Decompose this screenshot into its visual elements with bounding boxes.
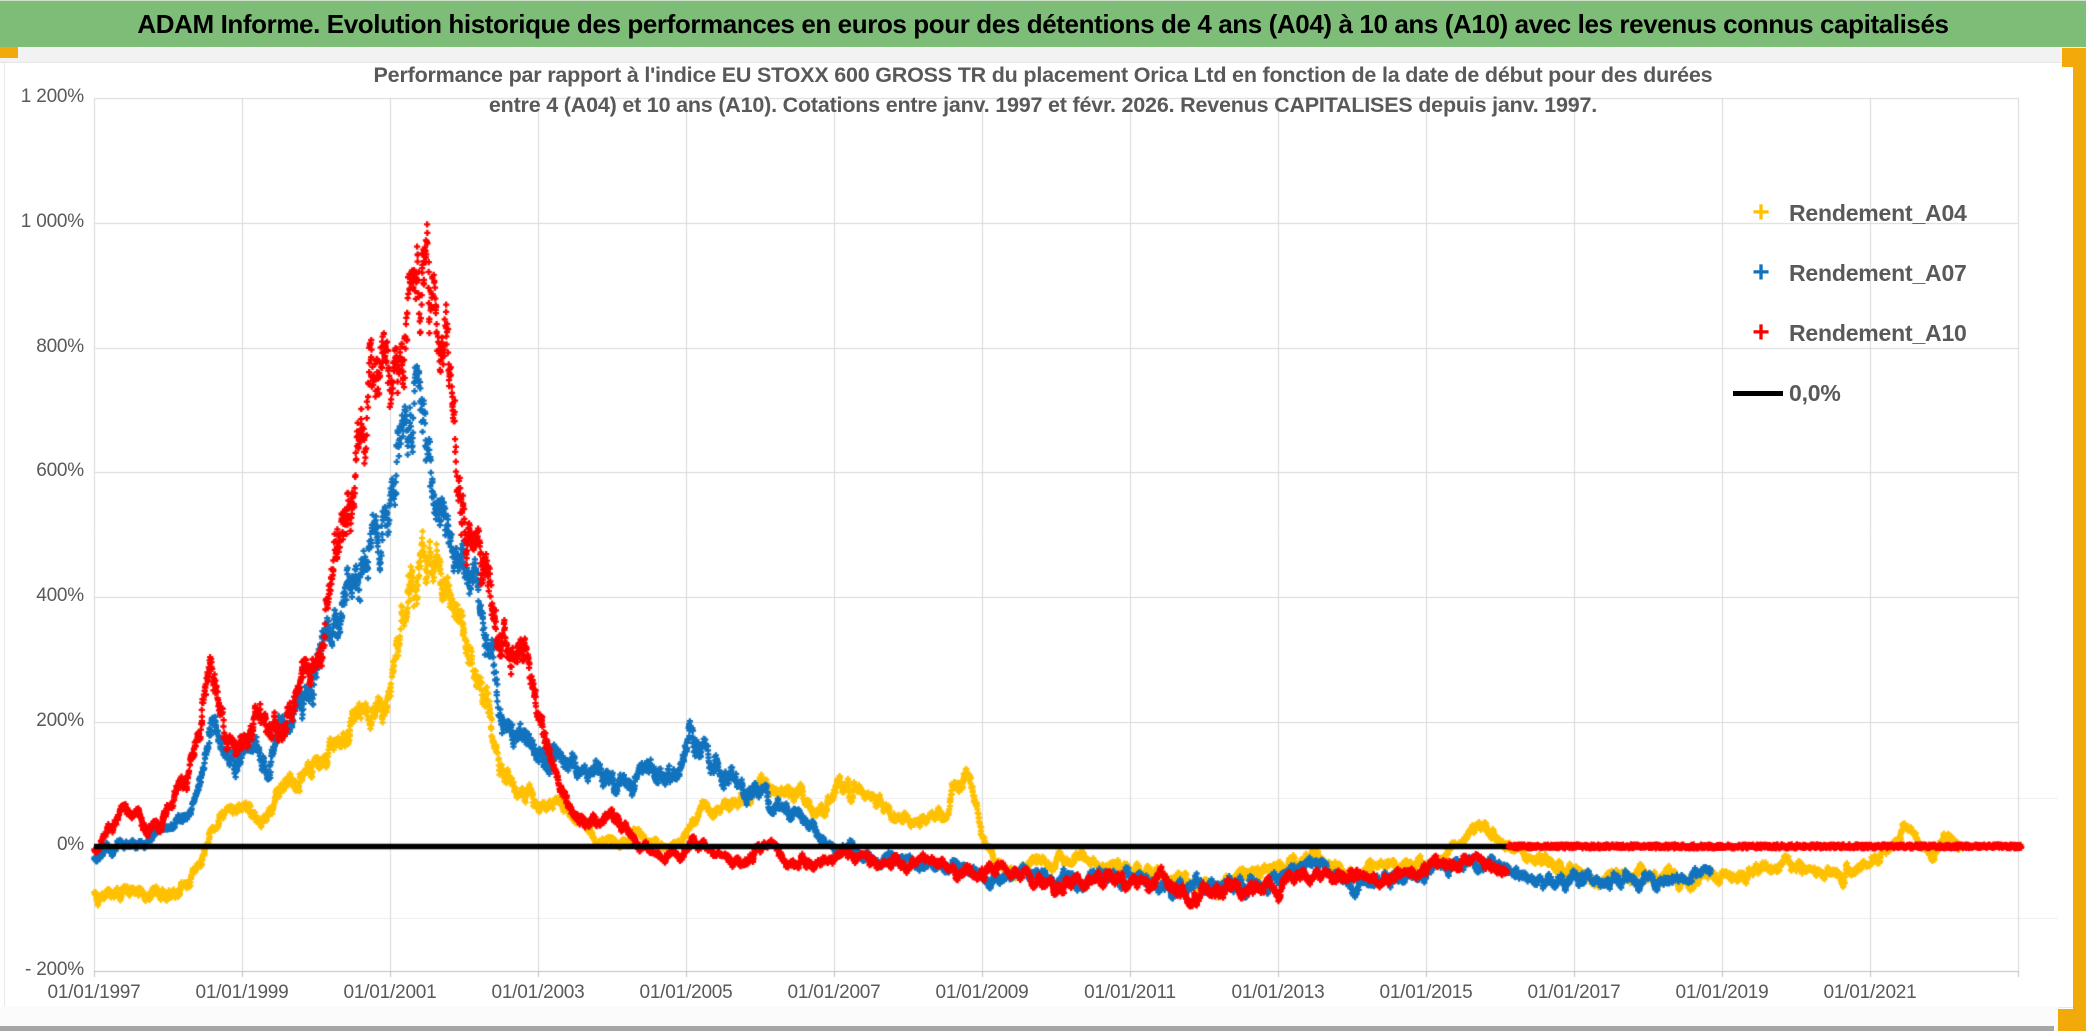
gold-accent-top-right	[2062, 48, 2073, 67]
y-axis-tick-label: 800%	[36, 335, 84, 357]
legend-item-zero[interactable]: 0,0%	[1733, 363, 2073, 423]
x-axis-tick-label: 01/01/2019	[1675, 982, 1769, 1003]
y-axis-tick-label: - 200%	[24, 959, 84, 981]
chart-legend: + Rendement_A04 + Rendement_A07 + Rendem…	[1733, 183, 2073, 423]
y-axis-tick-label: 400%	[36, 585, 84, 606]
line-marker-icon	[1733, 390, 1783, 396]
bottom-scrollbar[interactable]	[0, 1026, 2054, 1031]
x-axis-tick-label: 01/01/2011	[1084, 982, 1176, 1003]
x-axis-tick-label: 01/01/2015	[1379, 982, 1473, 1003]
x-axis-tick-label: 01/01/2007	[787, 982, 881, 1003]
chart-title-line1: Performance par rapport à l'indice EU ST…	[373, 63, 1713, 87]
legend-label: Rendement_A10	[1789, 319, 1967, 346]
legend-label: Rendement_A04	[1789, 199, 1967, 226]
x-axis-tick-label: 01/01/2005	[639, 982, 733, 1003]
y-axis-tick-label: 1 200%	[20, 86, 84, 108]
x-axis-tick-label: 01/01/2003	[491, 982, 585, 1003]
x-axis-tick-label: 01/01/2009	[935, 982, 1029, 1003]
legend-item-a10[interactable]: + Rendement_A10	[1733, 303, 2073, 363]
x-axis-tick-label: 01/01/1997	[47, 982, 141, 1003]
gold-accent-right	[2073, 48, 2086, 1031]
y-axis-tick-label: 600%	[36, 460, 84, 482]
gold-accent-top-left	[0, 47, 18, 58]
y-axis-tick-label: 1 000%	[20, 210, 84, 232]
y-axis-tick-label: 200%	[36, 709, 84, 731]
legend-label: 0,0%	[1789, 379, 1841, 406]
plus-marker-icon: +	[1752, 256, 1770, 289]
plus-marker-icon: +	[1752, 196, 1770, 229]
chart-title-line2: entre 4 (A04) et 10 ans (A10). Cotations…	[488, 93, 1598, 117]
legend-item-a07[interactable]: + Rendement_A07	[1733, 243, 2073, 303]
legend-item-a04[interactable]: + Rendement_A04	[1733, 183, 2073, 243]
x-axis-tick-label: 01/01/2017	[1527, 982, 1621, 1003]
plus-marker-icon: +	[1752, 316, 1770, 349]
x-axis-tick-label: 01/01/2021	[1823, 982, 1917, 1003]
chart-title: Performance par rapport à l'indice EU ST…	[0, 60, 2086, 120]
x-axis-tick-label: 01/01/2001	[343, 982, 437, 1003]
x-axis-tick-label: 01/01/1999	[195, 982, 289, 1003]
x-axis-tick-label: 01/01/2013	[1231, 982, 1325, 1003]
y-axis-tick-label: 0%	[56, 834, 84, 856]
legend-label: Rendement_A07	[1789, 259, 1967, 286]
gold-accent-bottom-right	[2058, 1009, 2086, 1031]
